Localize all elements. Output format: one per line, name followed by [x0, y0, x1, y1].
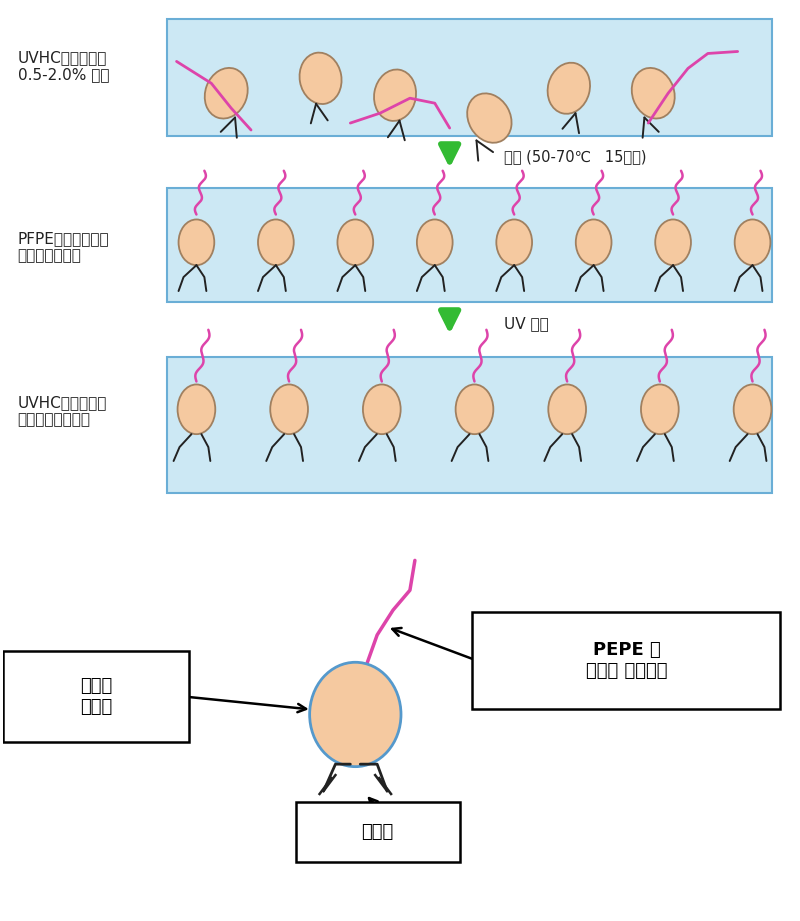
Ellipse shape: [178, 384, 215, 434]
Text: UVHC成分と共重
合反応して硬化。: UVHC成分と共重 合反応して硬化。: [18, 395, 107, 427]
FancyBboxPatch shape: [166, 188, 772, 302]
Ellipse shape: [338, 219, 373, 265]
FancyBboxPatch shape: [166, 18, 772, 136]
Ellipse shape: [547, 63, 590, 114]
Ellipse shape: [310, 662, 401, 766]
FancyBboxPatch shape: [296, 802, 459, 861]
Text: PEPE 基
撥水性 低摩擦性: PEPE 基 撥水性 低摩擦性: [586, 641, 667, 681]
Ellipse shape: [178, 219, 214, 265]
Text: UV 照射: UV 照射: [504, 316, 549, 332]
Ellipse shape: [467, 93, 511, 143]
FancyBboxPatch shape: [2, 651, 190, 742]
Ellipse shape: [299, 52, 342, 104]
Ellipse shape: [641, 384, 678, 434]
Ellipse shape: [258, 219, 294, 265]
Text: 反応基: 反応基: [362, 822, 394, 841]
Ellipse shape: [734, 219, 770, 265]
Text: 有機基
溶解性: 有機基 溶解性: [80, 677, 112, 716]
Text: 風乾 (50-70℃   15分間): 風乾 (50-70℃ 15分間): [504, 149, 646, 164]
Ellipse shape: [655, 219, 691, 265]
FancyBboxPatch shape: [166, 356, 772, 493]
Ellipse shape: [417, 219, 453, 265]
Ellipse shape: [205, 68, 248, 119]
Ellipse shape: [374, 69, 416, 121]
Ellipse shape: [734, 384, 771, 434]
Ellipse shape: [363, 384, 401, 434]
Ellipse shape: [456, 384, 494, 434]
Ellipse shape: [632, 68, 674, 119]
FancyBboxPatch shape: [473, 612, 780, 709]
Ellipse shape: [270, 384, 308, 434]
Ellipse shape: [576, 219, 611, 265]
Ellipse shape: [496, 219, 532, 265]
Text: UVHCへ固形分比
0.5-2.0% 添加: UVHCへ固形分比 0.5-2.0% 添加: [18, 50, 109, 83]
Ellipse shape: [548, 384, 586, 434]
Text: PFPE部分が表面に
浮かび上がる。: PFPE部分が表面に 浮かび上がる。: [18, 231, 110, 263]
